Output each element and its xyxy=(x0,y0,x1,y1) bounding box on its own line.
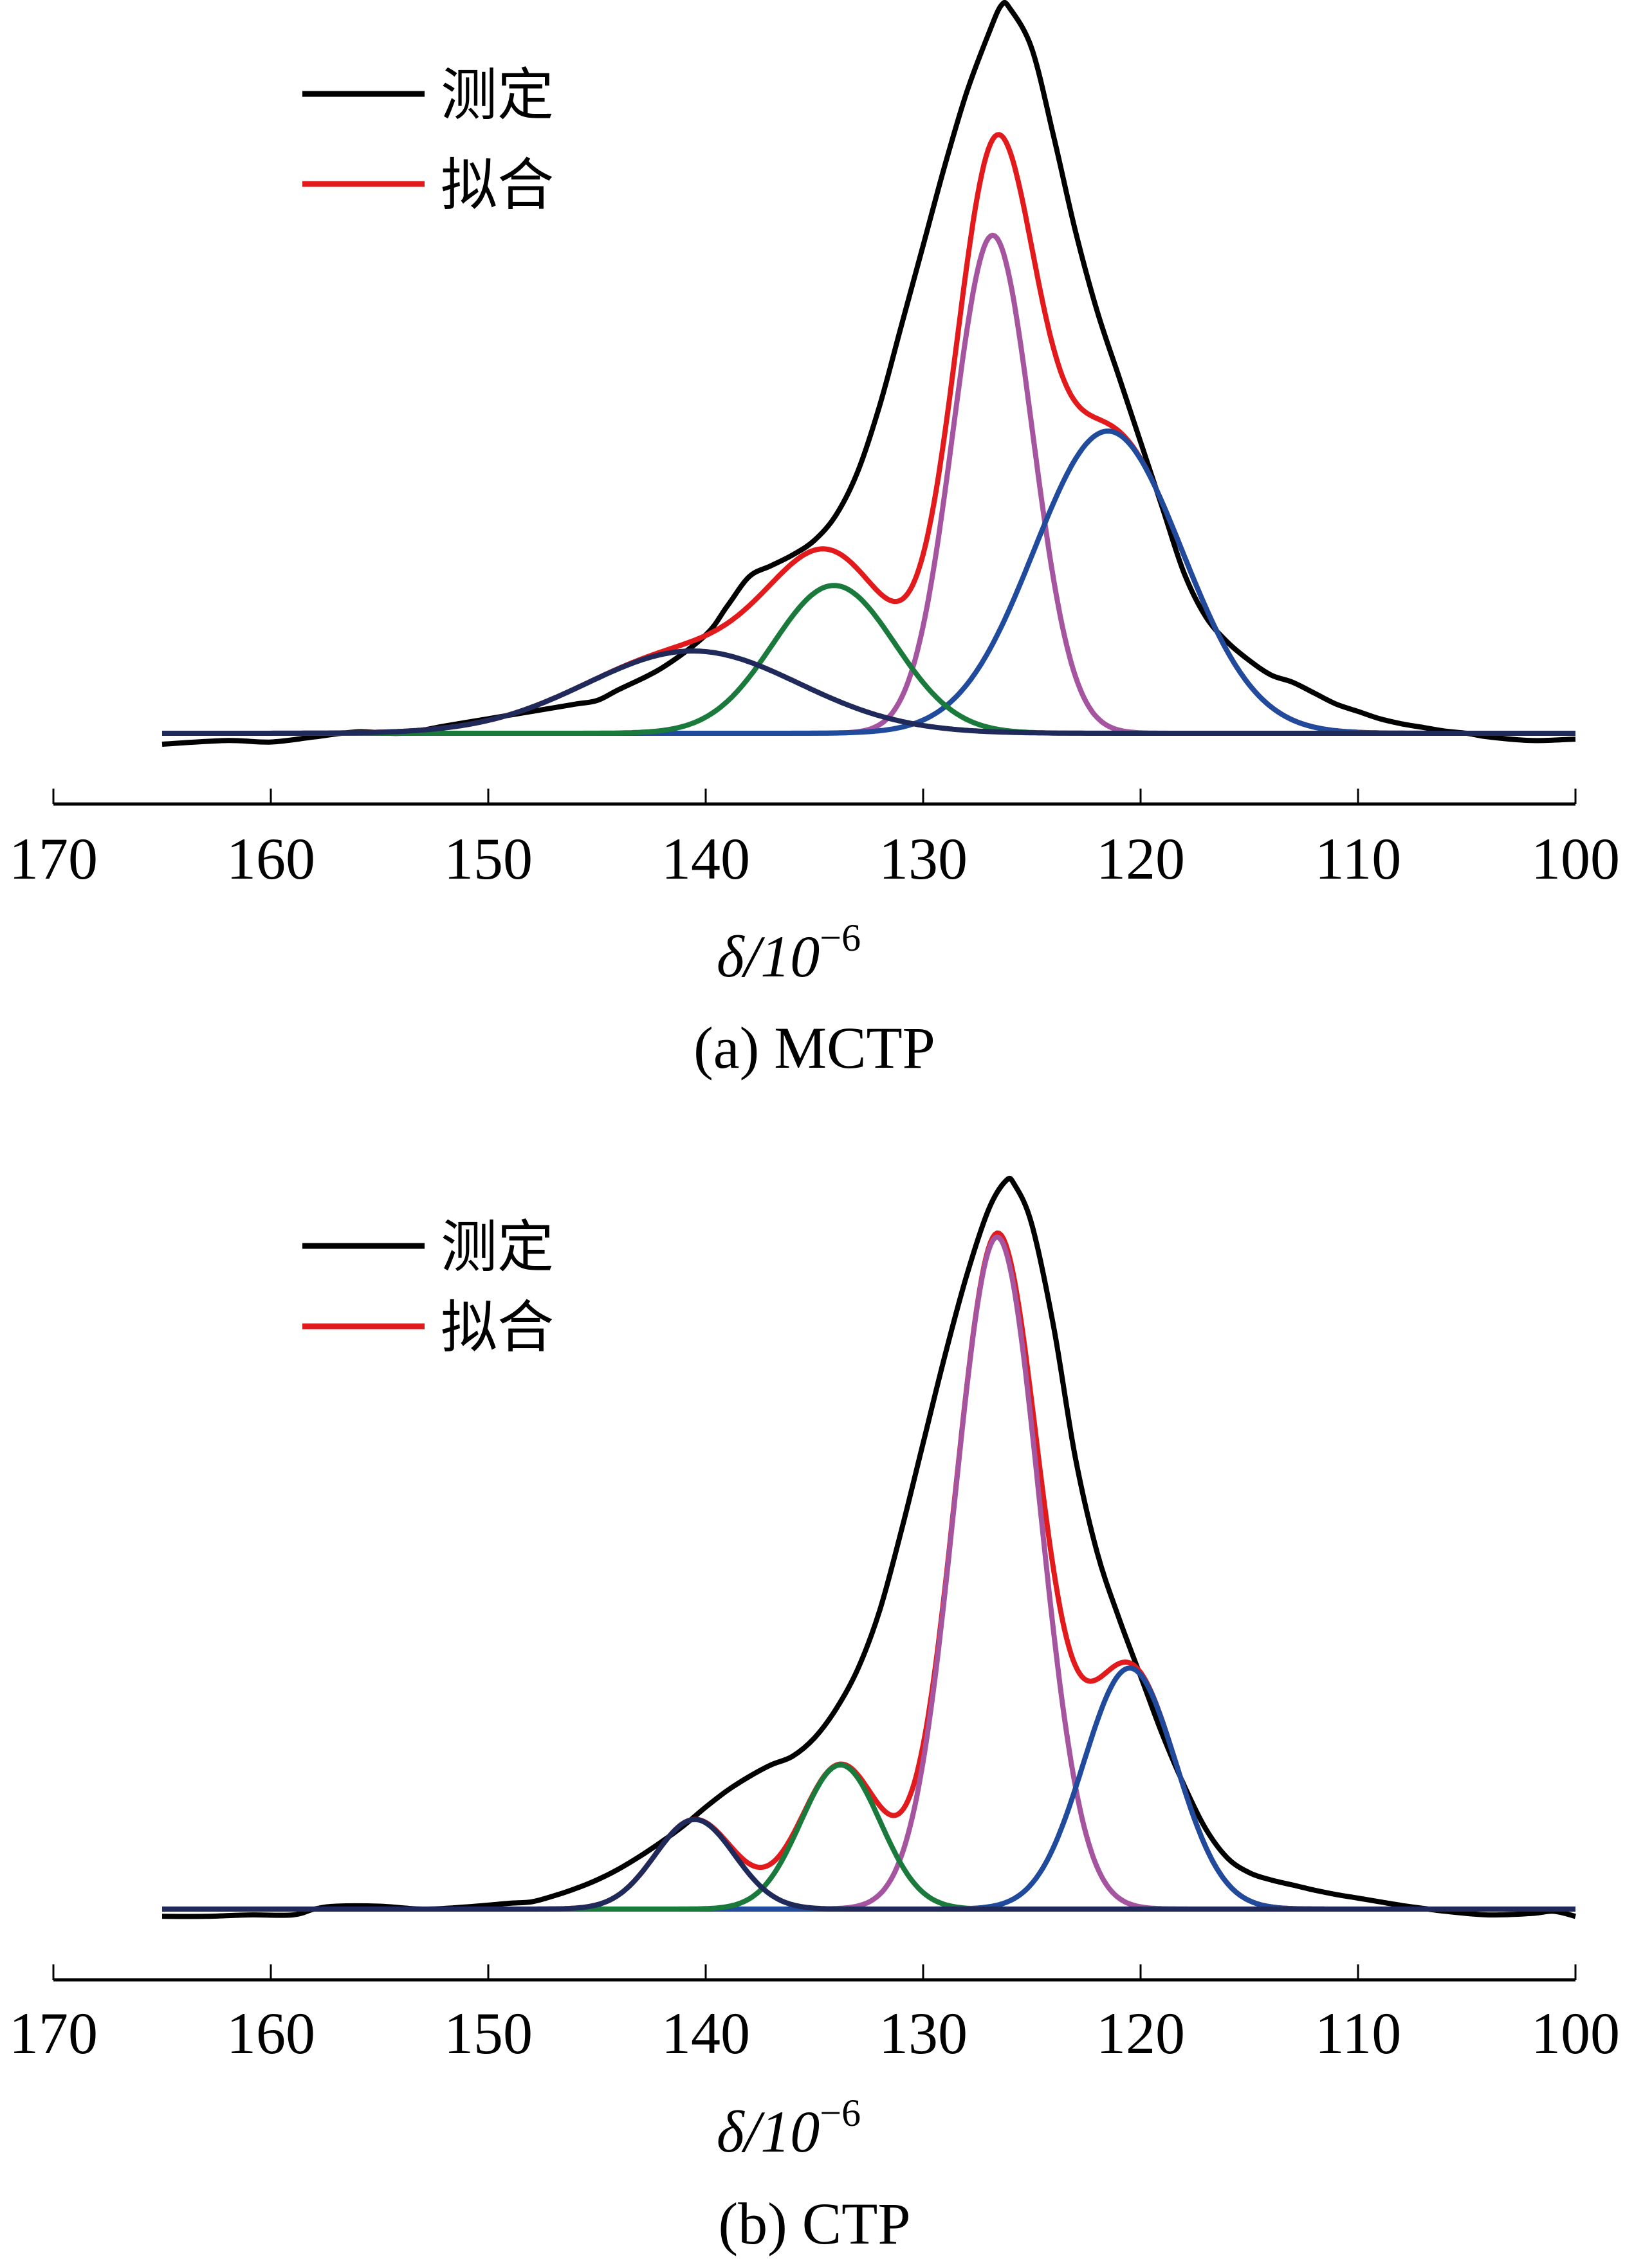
series-component-peak1 xyxy=(161,648,1576,736)
x-tick-label: 150 xyxy=(444,826,533,892)
panel-a: 170 160 150 140 130 120 110 100 δ/10−6 (a) MCTP 测定… xyxy=(9,0,1620,1081)
series-measured xyxy=(161,0,1576,747)
x-tick-label: 110 xyxy=(1315,826,1402,892)
x-tick-label: 100 xyxy=(1531,2000,1620,2066)
panel-caption: (b) CTP xyxy=(719,2191,911,2256)
x-tick-label: 150 xyxy=(444,2000,533,2066)
x-axis-title-text: δ/10 xyxy=(717,924,820,989)
panel-b: 170 160 150 140 130 120 110 100 δ/10−6 (b) CTP 测定拟… xyxy=(9,1175,1620,2256)
x-tick-label: 130 xyxy=(879,2000,968,2066)
x-axis-title: δ/10−6 xyxy=(717,2092,861,2164)
legend-label: 拟合 xyxy=(441,1294,554,1360)
x-tick-label: 140 xyxy=(661,826,750,892)
panel-caption: (a) MCTP xyxy=(693,1015,935,1081)
x-tick-label: 120 xyxy=(1096,826,1185,892)
legend-label: 测定 xyxy=(441,1214,554,1280)
x-axis-title-text: δ/10 xyxy=(717,2099,820,2164)
x-axis-title: δ/10−6 xyxy=(717,917,861,989)
series-component-peak3 xyxy=(161,1234,1576,1912)
x-tick-label: 120 xyxy=(1096,2000,1185,2066)
series-component-peak1 xyxy=(161,1816,1576,1912)
x-tick-label: 170 xyxy=(9,826,98,892)
x-tick-label: 110 xyxy=(1315,2000,1402,2066)
x-tick-label: 100 xyxy=(1531,826,1620,892)
legend-label: 测定 xyxy=(441,62,554,128)
legend-label: 拟合 xyxy=(441,152,554,218)
series-measured xyxy=(161,1175,1576,1919)
x-axis-title-exponent: −6 xyxy=(820,2092,861,2134)
x-tick-label: 130 xyxy=(879,826,968,892)
series-component-peak3 xyxy=(161,232,1576,736)
x-tick-label: 170 xyxy=(9,2000,98,2066)
x-axis-title-exponent: −6 xyxy=(820,917,861,959)
x-tick-label: 160 xyxy=(226,2000,315,2066)
x-tick-label: 140 xyxy=(661,2000,750,2066)
x-tick-label: 160 xyxy=(226,826,315,892)
series-fit xyxy=(161,1230,1576,1912)
